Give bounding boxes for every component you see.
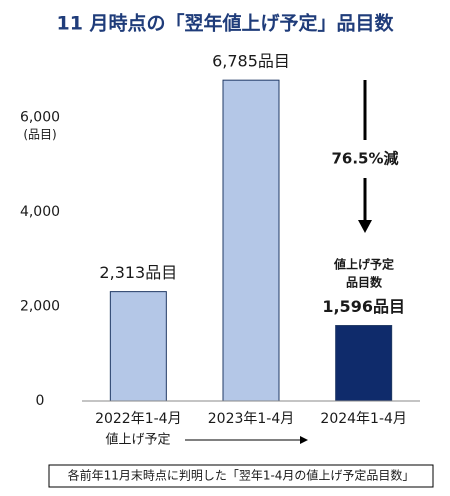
y-tick-label: 2,000 bbox=[20, 298, 60, 314]
x-note: 値上げ予定 bbox=[105, 432, 170, 448]
change-annotation: 76.5%減 bbox=[331, 150, 398, 168]
bar bbox=[335, 325, 393, 402]
footnote: 各前年11月末時点に判明した「翌年1-4月の値上げ予定品目数」 bbox=[68, 468, 415, 483]
y-tick-label: 6,000 bbox=[20, 109, 60, 125]
x-tick-label: 2024年1-4月 bbox=[320, 411, 407, 427]
footnote-box bbox=[48, 464, 434, 488]
y-tick-label: 4,000 bbox=[20, 204, 60, 220]
arrow-head bbox=[358, 220, 372, 233]
y-unit-label: (品目) bbox=[23, 128, 56, 142]
x-tick-label: 2023年1-4月 bbox=[208, 411, 295, 427]
highlight-annotation: 値上げ予定 bbox=[333, 257, 394, 272]
x-tick-label: 2022年1-4月 bbox=[95, 411, 182, 427]
bar bbox=[222, 79, 280, 402]
value-label: 6,785品目 bbox=[212, 52, 290, 71]
value-label: 1,596品目 bbox=[322, 297, 405, 316]
x-note-arrow-head bbox=[300, 436, 308, 444]
highlight-annotation: 品目数 bbox=[346, 275, 383, 290]
bar bbox=[109, 291, 167, 402]
y-tick-label: 0 bbox=[36, 393, 45, 409]
chart-title: 11 月時点の「翌年値上げ予定」品目数 bbox=[56, 12, 394, 35]
value-label: 2,313品目 bbox=[99, 263, 177, 282]
